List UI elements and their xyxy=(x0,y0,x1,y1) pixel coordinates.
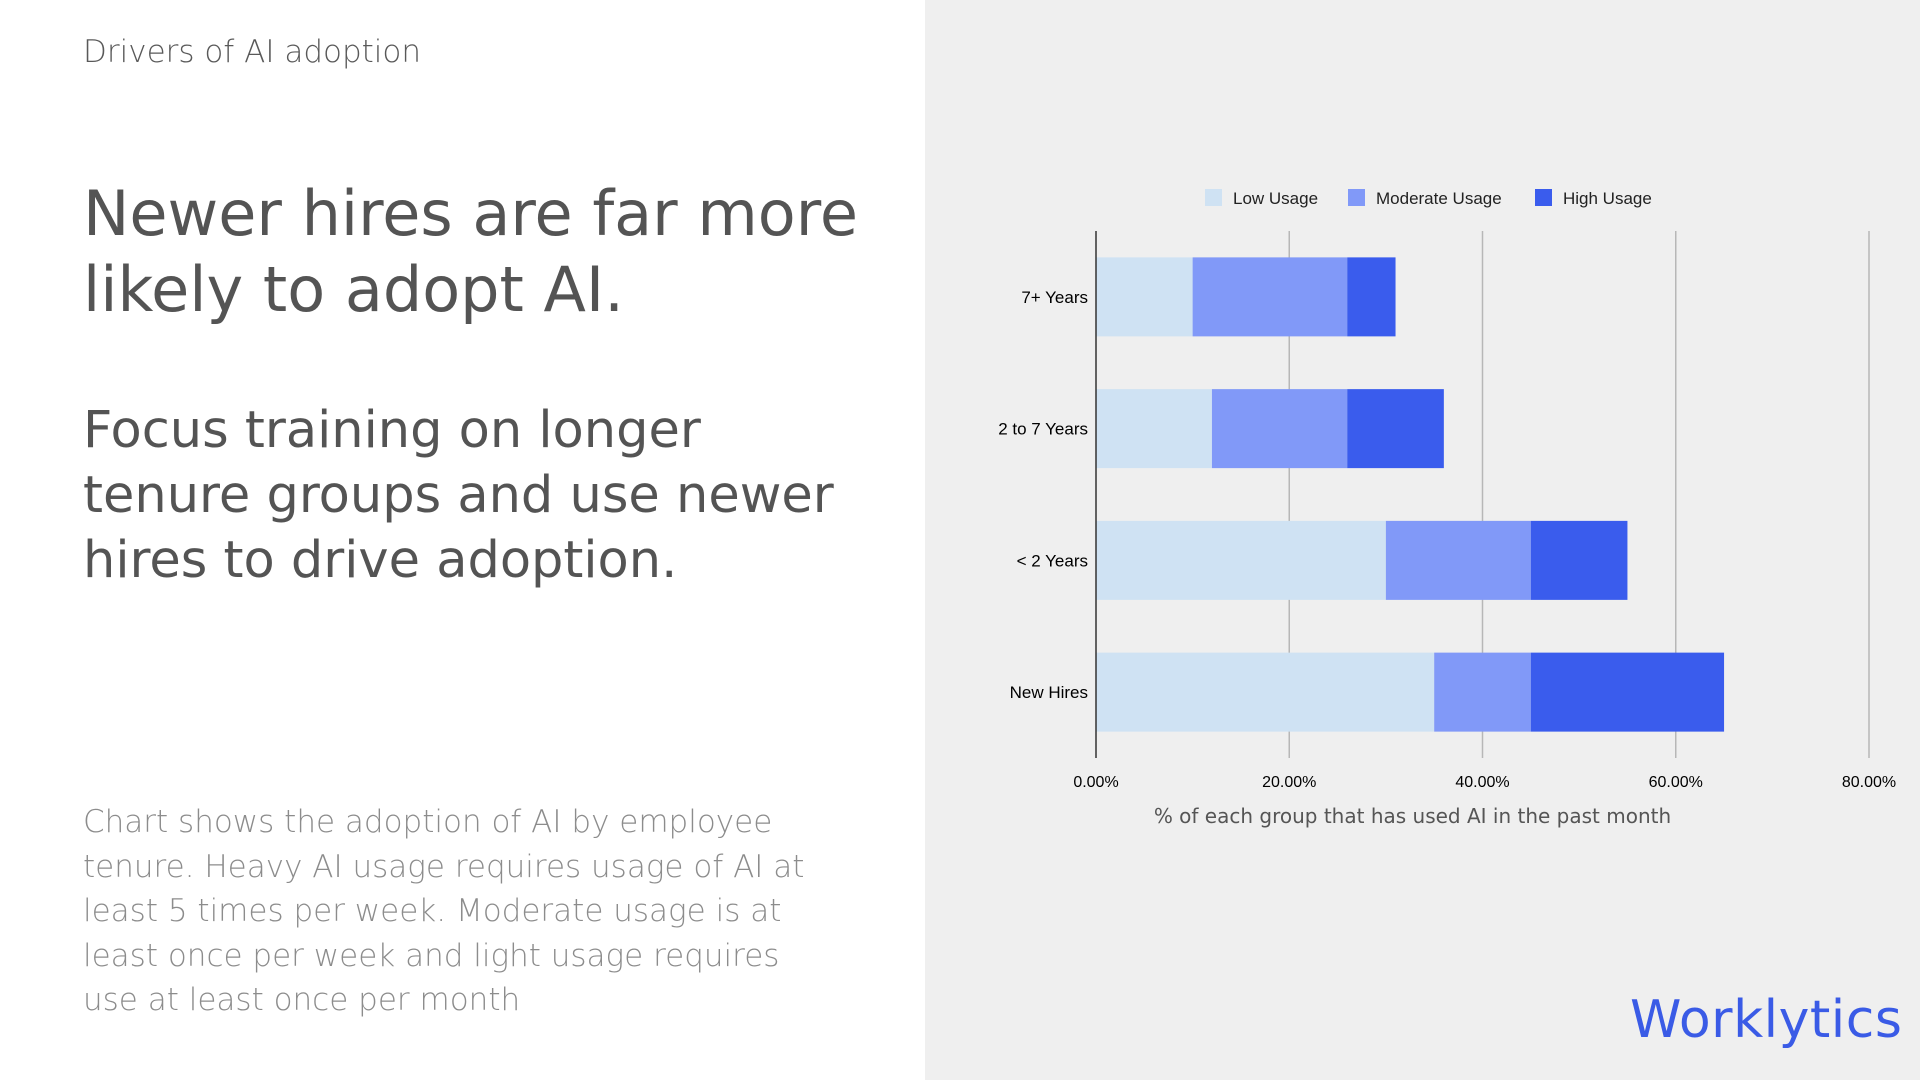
text-panel xyxy=(0,0,925,1080)
bar-segment xyxy=(1211,389,1348,469)
legend-swatch xyxy=(1535,189,1552,206)
bar-segment xyxy=(1347,257,1396,337)
x-tick-label: 60.00% xyxy=(1649,774,1703,791)
bar-segment xyxy=(1530,520,1628,600)
bar-segment xyxy=(1434,652,1531,732)
category-label: < 2 Years xyxy=(1017,551,1088,570)
x-tick-label: 40.00% xyxy=(1455,774,1509,791)
chart-svg: 0.00% 20.00% 40.00% 60.00% 80.00% 7+ Years 2 t… xyxy=(998,189,1896,828)
worklytics-logo: Worklytics xyxy=(1630,990,1903,1050)
bar-segment xyxy=(1347,389,1444,469)
category-label: 7+ Years xyxy=(1021,288,1088,307)
bar-segment xyxy=(1385,520,1531,600)
bar-segment xyxy=(1096,520,1386,600)
chart-description: Chart shows the adoption of AI by employ… xyxy=(83,804,805,1018)
bar-segment xyxy=(1096,257,1193,337)
x-axis-title: % of each group that has used AI in the … xyxy=(1154,804,1671,828)
slide-headline: Newer hires are far more likely to adopt… xyxy=(83,177,858,326)
bar-segment xyxy=(1096,652,1435,732)
legend-swatch xyxy=(1348,189,1365,206)
bar-segment xyxy=(1096,389,1212,469)
bar-segment xyxy=(1530,652,1725,732)
legend-label: High Usage xyxy=(1563,189,1652,208)
x-tick-label: 20.00% xyxy=(1262,774,1316,791)
legend-label: Moderate Usage xyxy=(1376,189,1502,208)
legend-label: Low Usage xyxy=(1233,189,1318,208)
x-tick-label: 80.00% xyxy=(1842,774,1896,791)
slide-subhead: Focus training on longer tenure groups a… xyxy=(83,401,834,590)
legend-swatch xyxy=(1205,189,1222,206)
tenure-adoption-chart: 0.00% 20.00% 40.00% 60.00% 80.00% 7+ Years 2 t… xyxy=(925,0,1920,1080)
bar-segment xyxy=(1192,257,1348,337)
category-label: 2 to 7 Years xyxy=(998,420,1088,439)
category-label: New Hires xyxy=(1010,683,1088,702)
x-tick-label: 0.00% xyxy=(1073,774,1118,791)
slide-kicker: Drivers of AI adoption xyxy=(83,34,422,70)
